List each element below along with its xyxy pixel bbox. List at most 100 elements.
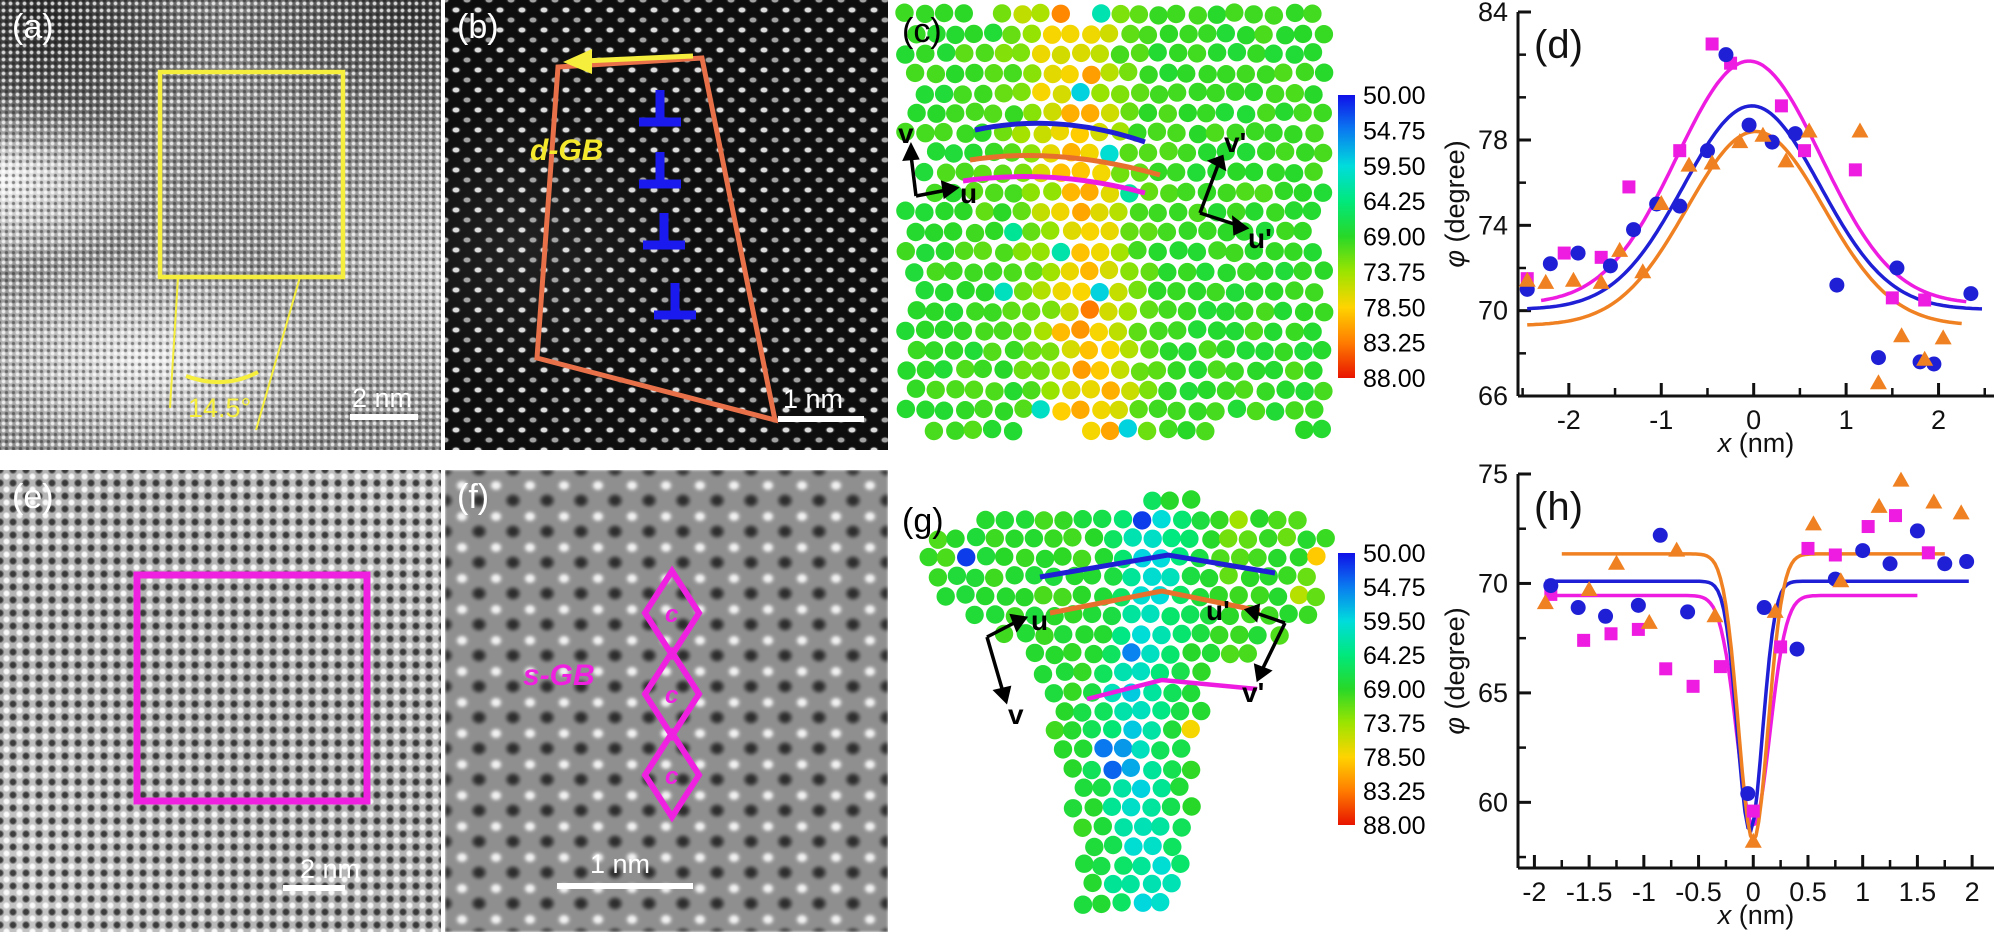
panel-label-a: (a) [12,8,54,46]
x-tick-label: -1 [1632,877,1656,907]
axis-label-v: v [898,118,914,149]
colorbar-tick-label: 73.75 [1363,259,1426,287]
dislocation-icon [639,90,681,127]
panel-g: u v u' v' 50.00 54.75 59.50 64.25 69.00 73.75… [890,470,1440,932]
colorbar-tick-label: 50.00 [1363,82,1426,110]
axis-label-u-prime: u' [1248,223,1272,254]
panel-label-b: (b) [457,8,499,46]
colorbar-tick-label: 69.00 [1363,224,1426,252]
colorbar-gradient [1338,553,1355,825]
colorbar-tick-label: 54.75 [1363,117,1426,145]
colorbar-tick-label: 88.00 [1363,812,1426,840]
dislocation-icon [639,152,681,189]
y-axis-title: φ (degree) [1440,607,1470,734]
diamond-icon [641,727,703,823]
chart-d: 66 70 74 78 84 -2 -1 0 1 2 x (nm) φ (degree) (d) [1440,0,1994,458]
x-tick-label: -0.5 [1675,877,1722,907]
unit-cell-letters: c c c [665,601,678,790]
colorbar-tick-label: 69.00 [1363,676,1426,704]
trace-line-magenta [962,174,1146,196]
roi-box [157,69,346,280]
cell-letter: c [665,601,678,628]
tem-image-f [445,470,888,932]
colorbar-tick-label: 59.50 [1363,153,1426,181]
panel-label-e: (e) [12,478,54,516]
trace-line-blue [1039,552,1276,580]
scale-bar-label-e: 2 nm [300,854,360,884]
colorbar-tick-label: 73.75 [1363,710,1426,738]
angle-line-left [169,276,179,409]
atom-dots [919,490,1335,914]
x-tick-label: 1 [1839,405,1854,435]
dislocation-icon [654,283,696,320]
colorbar-tick-label: 83.25 [1363,778,1426,806]
angle-line-right [255,276,301,431]
y-tick-label: 66 [1478,381,1508,411]
chart-d-content: 66 70 74 78 84 -2 -1 0 1 2 x (nm) φ (degree) (d) [1440,0,1994,458]
angle-arc [185,370,259,385]
data-points-orange [1536,471,1970,848]
scale-bar-f [557,883,693,889]
dislocation-symbols [639,90,696,320]
cell-letter: c [665,682,678,709]
panel-a-annotations: 14.5° 2 nm (a) [12,8,418,431]
strain-map-c: v u v' u' 50.00 54.75 59.50 64.25 69.00 73.75… [895,3,1426,441]
panel-f-annotations: c c c s-GB 1 nm (f) [457,478,703,889]
axis-label-v-prime: v' [1224,127,1246,158]
colorbar-tick-label: 83.25 [1363,330,1426,358]
x-tick-label: -1.5 [1566,877,1613,907]
x-tick-label: 0 [1746,877,1761,907]
chart-h: 60 65 70 75 -2 -1.5 -1 -0.5 0 0.5 1 1.5 2 x (nm) φ (de… [1440,462,1994,930]
data-points-blue [1519,47,1979,372]
scale-bar-e [283,885,345,891]
data-points-orange [1518,122,1952,390]
trace-line-blue [974,120,1146,145]
scale-bar-a [350,414,418,420]
panel-label-g: (g) [902,502,944,540]
colorbar-tick-label: 50.00 [1363,540,1426,568]
panel-f: c c c s-GB 1 nm (f) [445,470,888,932]
colorbar-tick-label: 59.50 [1363,608,1426,636]
trace-line-orange [969,152,1161,178]
y-tick-label: 84 [1478,0,1508,27]
axis-label-v-prime: v' [1242,677,1264,708]
x-tick-label: 2 [1965,877,1980,907]
scale-bar-label-b: 1 nm [783,384,843,414]
axis-label-u-prime: u' [1206,595,1230,626]
strain-map-g: u v u' v' 50.00 54.75 59.50 64.25 69.00 73.75… [902,490,1426,914]
x-tick-label: 0 [1746,405,1761,435]
gb-type-label: s-GB [523,659,595,692]
x-tick-label: 2 [1931,405,1946,435]
panel-label-c: (c) [902,12,942,50]
y-tick-label: 74 [1478,210,1508,240]
axis-label-v: v [1008,699,1024,730]
fit-curve-blue [1527,104,1983,311]
arrowhead-icon [563,49,592,74]
axis-marker-left [985,613,1029,705]
y-tick-label: 65 [1478,678,1508,708]
trace-line-orange [1049,588,1261,616]
x-tick-label: 1 [1855,877,1870,907]
colorbar-tick-label: 64.25 [1363,642,1426,670]
panel-label-h: (h) [1534,485,1583,529]
x-tick-label: -2 [1522,877,1546,907]
gb-type-label: d-GB [530,134,603,167]
y-tick-label: 60 [1478,787,1508,817]
scale-bar-label-f: 1 nm [590,849,650,879]
panel-label-d: (d) [1534,23,1583,67]
colorbar-tick-label: 88.00 [1363,365,1426,393]
colorbar: 50.00 54.75 59.50 64.25 69.00 73.75 78.50 83.25… [1338,82,1426,393]
dislocation-icon [643,213,685,250]
x-tick-label: -1 [1649,405,1673,435]
panel-a: 14.5° 2 nm (a) [0,0,441,450]
panel-b: d-GB 1 nm (b) [445,0,888,450]
y-axis-title: φ (degree) [1440,140,1470,267]
y-tick-label: 78 [1478,125,1508,155]
axis-marker-left [902,141,960,200]
tem-image-a [0,0,441,450]
tem-image-b [445,0,888,450]
axis-label-u: u [960,178,977,209]
x-axis-title: x (nm) [1716,428,1795,458]
cell-letter: c [665,763,678,790]
